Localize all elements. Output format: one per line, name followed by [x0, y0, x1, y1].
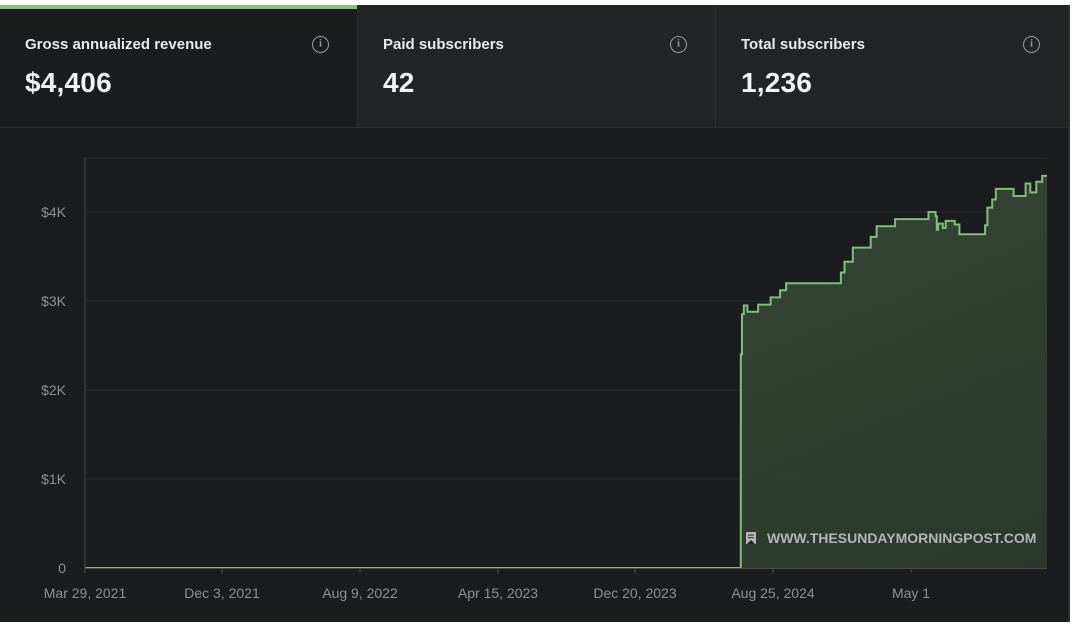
stat-value: 1,236 [741, 67, 813, 98]
top-strip [0, 0, 1074, 5]
info-icon[interactable]: i [1023, 36, 1040, 53]
stats-tabs: Gross annualized revenue $4,406 i Paid s… [0, 5, 1068, 128]
y-tick-label: $1K [41, 471, 67, 487]
stat-tab-total-subscribers[interactable]: Total subscribers 1,236 i [716, 5, 1068, 127]
x-tick-label: Apr 15, 2023 [458, 585, 538, 601]
bookmark-icon [746, 532, 756, 544]
stat-tab-paid-subscribers[interactable]: Paid subscribers 42 i [358, 5, 716, 127]
x-tick-label: Aug 25, 2024 [731, 585, 815, 601]
y-tick-label: $4K [41, 204, 67, 220]
info-icon[interactable]: i [670, 36, 687, 53]
stat-value: $4,406 [25, 67, 112, 98]
stat-label: Total subscribers [741, 36, 865, 53]
info-icon[interactable]: i [312, 36, 329, 53]
y-tick-label: 0 [58, 560, 66, 576]
revenue-chart-svg: 0 $1K $2K $3K $4K Mar 29, 2021 Dec 3, 2021 Aug … [41, 157, 1047, 601]
stat-tab-gross-revenue[interactable]: Gross annualized revenue $4,406 i [0, 5, 358, 127]
revenue-chart: 0 $1K $2K $3K $4K Mar 29, 2021 Dec 3, 2021 Aug … [0, 128, 1068, 622]
revenue-line [85, 174, 1047, 569]
stat-value: 42 [383, 67, 415, 98]
y-tick-label: $3K [41, 293, 67, 309]
active-tab-indicator [0, 5, 357, 9]
stat-label: Paid subscribers [383, 36, 504, 53]
revenue-area-fill [85, 175, 1047, 568]
stat-label: Gross annualized revenue [25, 36, 212, 53]
x-tick-label: Dec 20, 2023 [593, 585, 676, 601]
dashboard-panel: Gross annualized revenue $4,406 i Paid s… [0, 5, 1070, 622]
x-tick-label: May 1 [892, 585, 930, 601]
x-tick-label: Mar 29, 2021 [44, 585, 127, 601]
x-tick-label: Dec 3, 2021 [184, 585, 260, 601]
y-tick-label: $2K [41, 382, 67, 398]
x-tick-label: Aug 9, 2022 [322, 585, 398, 601]
publication-watermark: WWW.THESUNDAYMORNINGPOST.COM [767, 530, 1036, 546]
